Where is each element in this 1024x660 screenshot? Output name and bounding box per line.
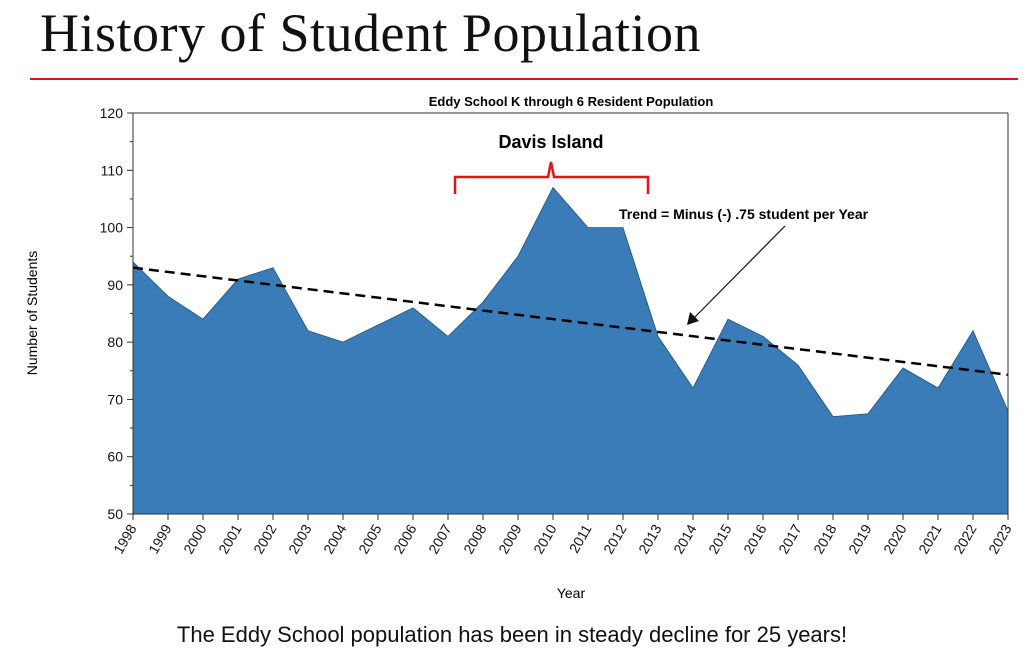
x-axis-label: Year bbox=[557, 585, 586, 601]
x-tick-label: 2005 bbox=[355, 521, 385, 556]
y-tick-label: 70 bbox=[107, 391, 123, 407]
trend-arrowhead bbox=[687, 312, 699, 325]
slide-caption: The Eddy School population has been in s… bbox=[176, 622, 848, 647]
x-tick-label: 2015 bbox=[705, 521, 735, 556]
y-tick-label: 50 bbox=[107, 506, 123, 522]
slide-title: History of Student Population bbox=[40, 3, 701, 63]
y-tick-label: 120 bbox=[100, 105, 124, 121]
x-tick-label: 1998 bbox=[110, 521, 140, 556]
x-tick-label: 2019 bbox=[845, 521, 875, 556]
trend-arrow bbox=[691, 225, 786, 321]
davis-island-brace bbox=[453, 161, 650, 194]
x-tick-label: 1999 bbox=[145, 521, 175, 556]
x-tick-label: 2006 bbox=[390, 521, 420, 556]
chart-title: Eddy School K through 6 Resident Populat… bbox=[429, 94, 714, 109]
davis-island-label: Davis Island bbox=[498, 132, 603, 152]
trend-label: Trend = Minus (-) .75 student per Year bbox=[619, 206, 869, 222]
y-tick-label: 80 bbox=[107, 334, 123, 350]
x-tick-label: 2022 bbox=[950, 521, 980, 556]
x-tick-label: 2018 bbox=[810, 521, 840, 556]
y-tick-label: 100 bbox=[100, 220, 124, 236]
x-tick-label: 2008 bbox=[460, 521, 490, 556]
x-tick-label: 2023 bbox=[985, 521, 1015, 556]
x-tick-label: 2014 bbox=[670, 521, 700, 556]
x-tick-label: 2000 bbox=[180, 521, 210, 556]
y-tick-label: 90 bbox=[107, 277, 123, 293]
x-tick-label: 2004 bbox=[320, 521, 350, 556]
x-tick-label: 2017 bbox=[775, 521, 805, 556]
x-tick-label: 2010 bbox=[530, 521, 560, 556]
population-area bbox=[132, 186, 1009, 515]
x-tick-label: 2021 bbox=[915, 521, 945, 556]
y-tick-label: 110 bbox=[101, 162, 124, 178]
x-tick-label: 2003 bbox=[285, 521, 315, 556]
x-tick-label: 2009 bbox=[495, 521, 525, 556]
x-tick-label: 2012 bbox=[600, 521, 630, 556]
x-tick-label: 2013 bbox=[635, 521, 665, 556]
x-tick-label: 2001 bbox=[215, 521, 245, 556]
x-tick-label: 2002 bbox=[250, 521, 280, 556]
y-tick-label: 60 bbox=[107, 449, 123, 465]
x-tick-label: 2011 bbox=[566, 521, 595, 555]
title-divider bbox=[30, 78, 1018, 80]
x-tick-label: 2020 bbox=[880, 521, 910, 556]
x-tick-label: 2007 bbox=[425, 521, 455, 556]
trend-line bbox=[132, 266, 1009, 377]
y-axis-label: Number of Students bbox=[24, 251, 40, 376]
x-tick-label: 2016 bbox=[740, 521, 770, 556]
